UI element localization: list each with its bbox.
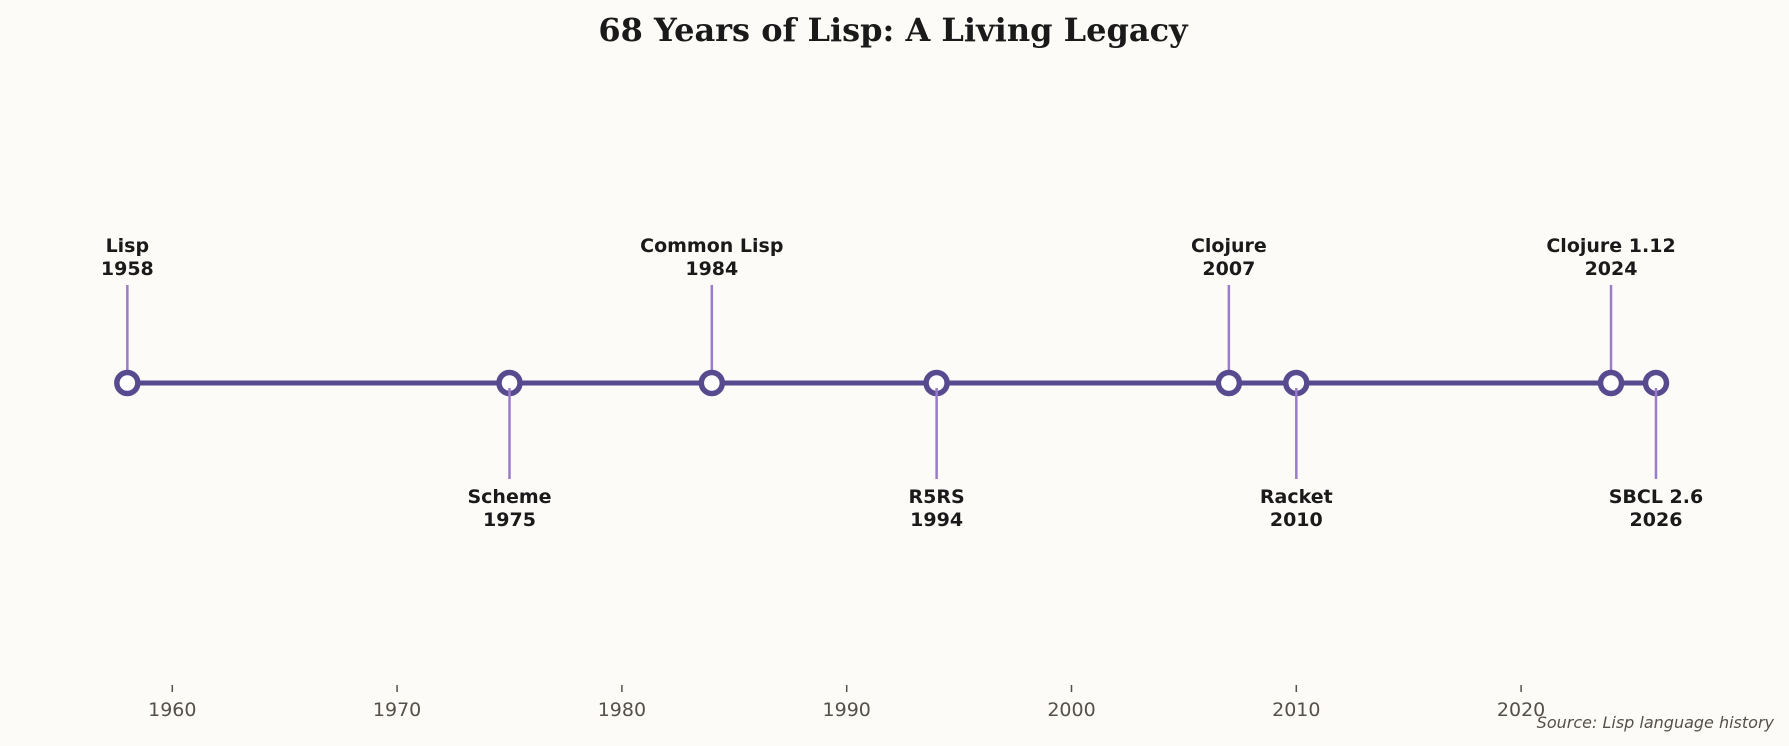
x-tick-label: 2000 bbox=[1047, 699, 1095, 721]
event-name: Clojure 1.12 bbox=[1546, 235, 1675, 257]
event-year: 2007 bbox=[1202, 258, 1255, 280]
event-name: Clojure bbox=[1191, 235, 1267, 257]
event-name: Scheme bbox=[467, 486, 551, 508]
event-name: SBCL 2.6 bbox=[1609, 486, 1704, 508]
x-tick-label: 1980 bbox=[598, 699, 646, 721]
source-note: Source: Lisp language history bbox=[1537, 713, 1775, 732]
event-year: 2026 bbox=[1630, 509, 1683, 531]
event-year: 1975 bbox=[483, 509, 536, 531]
event-name: Lisp bbox=[106, 235, 150, 257]
event-year: 2024 bbox=[1585, 258, 1638, 280]
x-tick-label: 1960 bbox=[148, 699, 196, 721]
x-tick-label: 2020 bbox=[1497, 699, 1545, 721]
x-tick-label: 1970 bbox=[373, 699, 421, 721]
event-name: Racket bbox=[1260, 486, 1333, 508]
event-marker bbox=[698, 369, 726, 397]
event-marker bbox=[1215, 369, 1243, 397]
chart-title: 68 Years of Lisp: A Living Legacy bbox=[598, 11, 1189, 49]
event-year: 1984 bbox=[685, 258, 738, 280]
event-name: R5RS bbox=[909, 486, 965, 508]
event-marker bbox=[114, 369, 141, 397]
event-marker bbox=[1597, 369, 1625, 397]
x-tick-label: 1990 bbox=[823, 699, 871, 721]
event-name: Common Lisp bbox=[640, 235, 783, 257]
event-year: 1994 bbox=[910, 509, 963, 531]
x-tick-label: 2010 bbox=[1272, 699, 1320, 721]
event-year: 2010 bbox=[1270, 509, 1323, 531]
event-year: 1958 bbox=[101, 258, 154, 280]
x-axis: 1960 1970 1980 1990 2000 2010 2020 bbox=[148, 685, 1545, 721]
